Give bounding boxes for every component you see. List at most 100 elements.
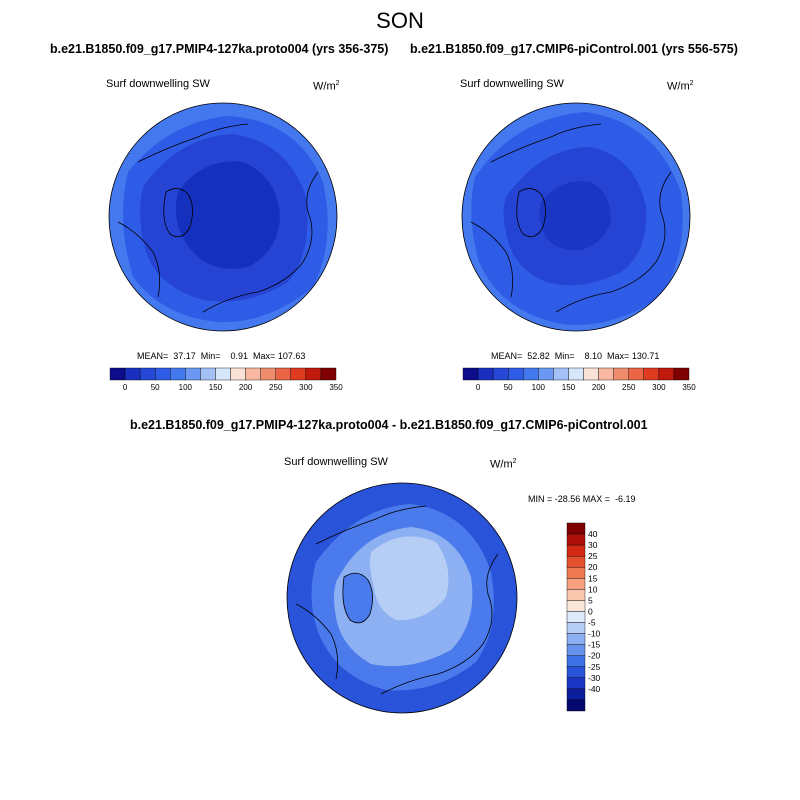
panel3-title: b.e21.B1850.f09_g17.PMIP4-127ka.proto004…: [130, 418, 648, 432]
panel1-colorbar-swatch: [185, 367, 201, 381]
panel2-colorbar-swatch: [538, 367, 554, 381]
panel1-colorbar-swatch: [155, 367, 171, 381]
panel3-colorbar-tick-label: -40: [588, 684, 601, 694]
panel3-variable-label: Surf downwelling SW: [284, 456, 388, 468]
panel2-colorbar-swatch: [643, 367, 660, 381]
panel3-colorbar-swatch: [566, 522, 586, 535]
panel3-colorbar-tick-label: 10: [588, 584, 598, 594]
panel3-colorbar-swatch: [566, 611, 586, 623]
panel3-colorbar-tick-label: 5: [588, 595, 593, 605]
panel1-colorbar-tick-label: 0: [123, 383, 128, 392]
panel2-colorbar-swatch: [492, 367, 509, 381]
panel2-colorbar-tick-label: 0: [476, 383, 481, 392]
panel2-colorbar-swatch: [568, 367, 584, 381]
panel1-colorbar-tick-label: 150: [209, 383, 223, 392]
panel3-colorbar-swatch: [566, 633, 586, 645]
panel1-stats: MEAN= 37.17 Min= 0.91 Max= 107.63: [137, 351, 306, 361]
panel3-coast-eurasia: [380, 553, 499, 695]
panel3-colorbar-swatch: [566, 699, 586, 712]
panel2-colorbar-swatch: [508, 367, 524, 381]
panel2-colorbar-tick-label: 250: [622, 383, 636, 392]
panel1-coast-eurasia: [202, 171, 319, 313]
panel3-colorbar-tick-label: 30: [588, 540, 598, 550]
panel3-units: W/m2: [490, 458, 517, 471]
panel1-colorbar-swatch: [260, 367, 276, 381]
season-title: SON: [376, 8, 424, 33]
panel1-colorbar-swatch: [275, 367, 292, 381]
panel1-coast-greenland: [163, 188, 193, 238]
panel2-colorbar-swatch: [658, 367, 675, 381]
panel2-title: b.e21.B1850.f09_g17.CMIP6-piControl.001 …: [410, 42, 738, 56]
panel2-colorbar-swatch: [462, 367, 479, 381]
panel3-colorbar-swatch: [566, 544, 586, 557]
panel1-colorbar-swatch: [305, 367, 322, 381]
panel2-stats: MEAN= 52.82 Min= 8.10 Max= 130.71: [491, 351, 660, 361]
panel3-colorbar-tick-label: -15: [588, 640, 601, 650]
panel3-colorbar-tick-label: -20: [588, 651, 601, 661]
panel3-coast-greenland: [342, 572, 373, 624]
panel3-coast-americas: [295, 505, 427, 680]
panel3-colorbar-swatch: [566, 555, 586, 568]
panel1-colorbar-swatch: [200, 367, 216, 381]
panel3-field-pale: [370, 536, 449, 621]
panel2-colorbar-tick-label: 300: [652, 383, 666, 392]
panel2-colorbar-tick-label: 350: [682, 383, 696, 392]
panel1-colorbar-tick-label: 250: [269, 383, 283, 392]
panel3-colorbar-swatch: [566, 567, 586, 579]
panel2-colorbar-tick-label: 50: [504, 383, 513, 392]
panel2-variable-label: Surf downwelling SW: [460, 78, 564, 90]
panel2-colorbar-tick-label: 100: [532, 383, 546, 392]
panel3-colorbar-tick-label: 25: [588, 551, 598, 561]
panel3-colorbar-tick-label: -25: [588, 662, 601, 672]
panel2-colorbar-swatch: [628, 367, 645, 381]
panel3-colorbar-tick-label: 0: [588, 606, 593, 616]
panel3-colorbar-swatch: [566, 533, 586, 546]
panel3-stats: MIN = -28.56 MAX = -6.19: [528, 494, 636, 504]
panel3-colorbar-tick-label: -30: [588, 673, 601, 683]
panel2-map: [461, 102, 691, 332]
panel1-colorbar-swatch: [230, 367, 246, 381]
panel2-colorbar-tick-label: 150: [562, 383, 576, 392]
panel2-colorbar-tick-label: 200: [592, 383, 606, 392]
panel1-units: W/m2: [313, 80, 340, 93]
panel2-colorbar-swatch: [523, 367, 539, 381]
panel1-colorbar-swatch: [290, 367, 307, 381]
panel2-coast-greenland: [516, 188, 546, 238]
panel1-colorbar-tick-label: 100: [179, 383, 193, 392]
panel2-colorbar-swatch: [553, 367, 569, 381]
panel1-colorbar-tick-label: 350: [329, 383, 343, 392]
panel2-units: W/m2: [667, 80, 694, 93]
panel1-colorbar-swatch: [124, 367, 141, 381]
panel3-colorbar-swatch: [566, 622, 586, 634]
panel3-colorbar-swatch: [566, 644, 586, 656]
panel3-colorbar-swatch: [566, 666, 586, 679]
panel3-colorbar-swatch: [566, 589, 586, 601]
panel3-colorbar-swatch: [566, 600, 586, 612]
panel3-colorbar-tick-label: -5: [588, 618, 596, 628]
panel3-colorbar-swatch: [566, 655, 586, 667]
panel2-colorbar-swatch: [673, 367, 690, 381]
panel3-colorbar-tick-label: 15: [588, 573, 598, 583]
panel1-colorbar-swatch: [170, 367, 186, 381]
panel2-coast-americas: [470, 123, 602, 298]
panel2-colorbar-swatch: [613, 367, 629, 381]
panel1-colorbar-swatch: [215, 367, 231, 381]
panel1-coast-americas: [117, 123, 249, 298]
panel3-colorbar-swatch: [566, 677, 586, 690]
panel2-colorbar: 0 50 100 150 200 250 300 350: [462, 367, 696, 392]
panel1-colorbar: 0 50 100 150 200 250 300 350: [109, 367, 343, 392]
panel1-colorbar-swatch: [109, 367, 126, 381]
panel1-field-deep: [175, 161, 280, 269]
panel1-colorbar-swatch: [245, 367, 261, 381]
panel1-variable-label: Surf downwelling SW: [106, 78, 210, 90]
panel1-map: [108, 102, 338, 332]
panel2-coast-eurasia: [555, 171, 672, 313]
panel1-colorbar-tick-label: 200: [239, 383, 253, 392]
panel2-colorbar-swatch: [583, 367, 599, 381]
panel3-colorbar-swatch: [566, 688, 586, 701]
panel3-colorbar-tick-label: 20: [588, 562, 598, 572]
panel1-colorbar-tick-label: 300: [299, 383, 313, 392]
panel3-map: [286, 482, 518, 714]
panel1-colorbar-swatch: [139, 367, 156, 381]
